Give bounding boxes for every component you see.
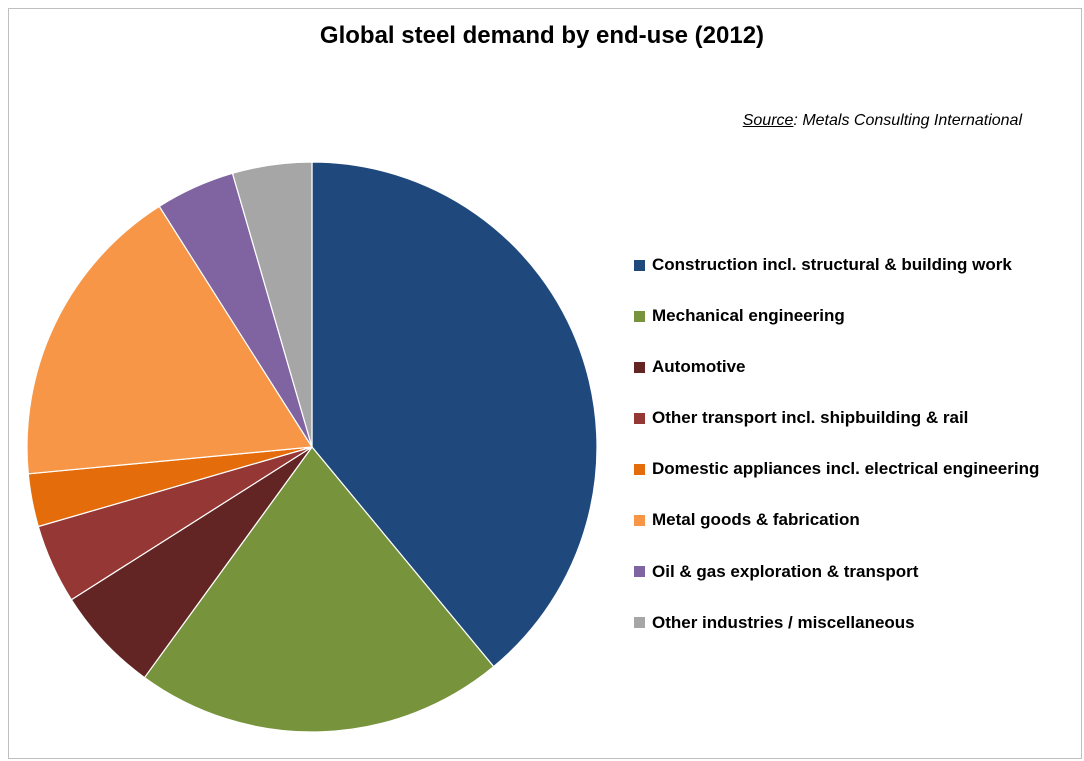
legend-item: Mechanical engineering bbox=[634, 306, 1039, 326]
legend-item: Construction incl. structural & building… bbox=[634, 255, 1039, 275]
legend-label: Construction incl. structural & building… bbox=[652, 255, 1012, 274]
legend-label: Other transport incl. shipbuilding & rai… bbox=[652, 408, 969, 428]
pie-slice bbox=[231, 161, 313, 448]
legend-swatch bbox=[634, 361, 645, 373]
source-label: Source bbox=[742, 112, 794, 129]
legend: Construction incl. structural & building… bbox=[634, 255, 1039, 664]
source-note: Source: Metals Consulting International bbox=[743, 112, 1022, 130]
legend-label: Metal goods & fabrication bbox=[652, 510, 860, 530]
legend-label: Other industries / miscellaneous bbox=[652, 612, 915, 632]
legend-swatch bbox=[634, 259, 645, 271]
legend-swatch bbox=[634, 514, 645, 526]
legend-item: Other industries / miscellaneous bbox=[634, 613, 1039, 633]
legend-label: Domestic appliances incl. electrical eng… bbox=[652, 459, 1040, 479]
legend-item: Oil & gas exploration & transport bbox=[634, 562, 1039, 582]
legend-swatch bbox=[634, 463, 645, 475]
legend-item: Domestic appliances incl. electrical eng… bbox=[634, 459, 1039, 479]
pie-slice bbox=[311, 161, 598, 668]
legend-item: Automotive bbox=[634, 357, 1039, 377]
pie-slice bbox=[143, 446, 495, 733]
legend-label: Mechanical engineering bbox=[652, 306, 845, 326]
chart-title: Global steel demand by end-use (2012) bbox=[319, 22, 765, 49]
source-text: : Metals Consulting International bbox=[793, 112, 1022, 129]
pie-slice bbox=[26, 205, 314, 475]
legend-swatch bbox=[634, 566, 645, 578]
legend-item: Other transport incl. shipbuilding & rai… bbox=[634, 408, 1039, 428]
legend-label: Automotive bbox=[652, 357, 746, 377]
legend-swatch bbox=[634, 617, 645, 629]
legend-swatch bbox=[634, 412, 645, 424]
legend-label: Oil & gas exploration & transport bbox=[652, 561, 919, 581]
legend-swatch bbox=[634, 310, 645, 322]
legend-item: Metal goods & fabrication bbox=[634, 510, 1039, 530]
